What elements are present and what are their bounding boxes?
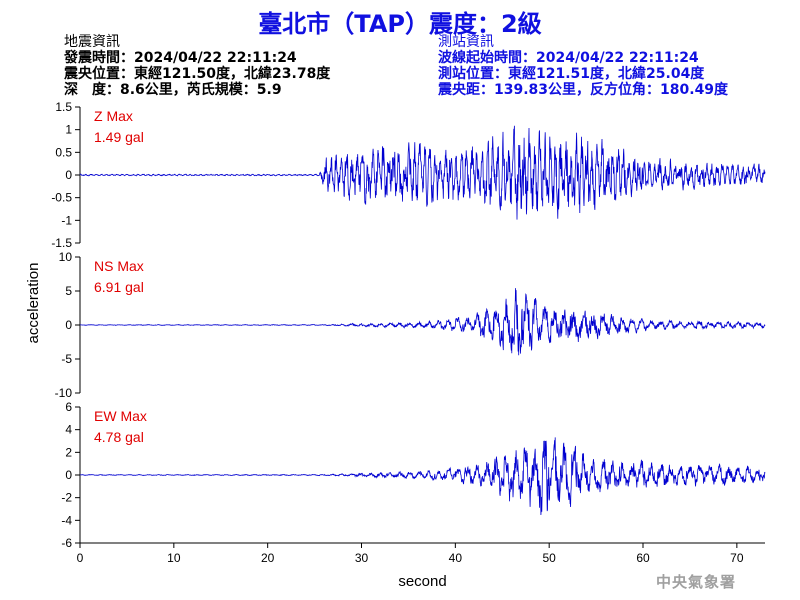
y-tick-label: 5 [65, 284, 72, 298]
y-tick-label: -5 [61, 352, 72, 366]
x-tick-label: 50 [542, 551, 556, 565]
quake-info-heading: 地震資訊 [64, 34, 120, 50]
y-tick-label: 0.5 [55, 145, 72, 159]
y-axis-label: acceleration [25, 263, 42, 344]
page-title: 臺北市（TAP）震度：2級 [258, 10, 542, 38]
trace-ns [80, 288, 766, 356]
station-info-heading: 測站資訊 [438, 34, 494, 50]
y-tick-label: 1 [65, 123, 72, 137]
y-tick-label: -2 [61, 491, 72, 505]
max-value: 6.91 gal [94, 279, 144, 295]
x-tick-label: 40 [449, 551, 463, 565]
y-tick-label: -10 [55, 386, 73, 400]
station-info: 測站資訊 波線起始時間：2024/04/22 22:11:24 測站位置：東經1… [438, 34, 728, 98]
x-tick-label: 20 [261, 551, 275, 565]
x-axis-label: second [398, 573, 446, 590]
x-tick-label: 0 [77, 551, 84, 565]
y-tick-label: 4 [65, 423, 72, 437]
y-tick-label: 10 [59, 250, 73, 264]
station-position: 測站位置：東經121.51度，北緯25.04度 [438, 66, 705, 82]
max-value: 1.49 gal [94, 129, 144, 145]
agency-footer: 中央氣象署 [656, 573, 737, 591]
y-tick-label: -1.5 [51, 236, 72, 250]
quake-depth-magnitude: 深 度：8.6公里，芮氏規模：5.9 [64, 82, 282, 98]
y-tick-label: 6 [65, 400, 72, 414]
y-tick-label: -0.5 [51, 191, 72, 205]
y-tick-label: 0 [65, 468, 72, 482]
max-value: 4.78 gal [94, 429, 144, 445]
x-tick-label: 10 [167, 551, 181, 565]
max-title: EW Max [94, 408, 147, 424]
y-tick-label: -6 [61, 536, 72, 550]
station-distance-azimuth: 震央距：139.83公里，反方位角：180.49度 [438, 82, 729, 98]
y-tick-label: 1.5 [55, 100, 72, 114]
y-tick-label: -1 [61, 213, 72, 227]
y-tick-label: 2 [65, 445, 72, 459]
trace-ew [80, 437, 766, 516]
quake-time: 發震時間：2024/04/22 22:11:24 [64, 50, 297, 66]
quake-epicenter: 震央位置：東經121.50度，北緯23.78度 [64, 66, 331, 82]
panel-ns: 10 5 0 -5 -10 NS Max 6.91 gal [55, 250, 766, 400]
y-tick-label: 0 [65, 318, 72, 332]
max-title: NS Max [94, 258, 144, 274]
y-tick-label: -4 [61, 513, 72, 527]
station-wave-start: 波線起始時間：2024/04/22 22:11:24 [438, 50, 699, 66]
x-tick-label: 70 [730, 551, 744, 565]
x-tick-label: 60 [636, 551, 650, 565]
x-tick-label: 30 [355, 551, 369, 565]
y-tick-label: 0 [65, 168, 72, 182]
trace-z [79, 125, 766, 220]
quake-info: 地震資訊 發震時間：2024/04/22 22:11:24 震央位置：東經121… [64, 34, 330, 98]
max-title: Z Max [94, 108, 133, 124]
panel-z: 1.5 1 0.5 0 -0.5 -1 -1.5 Z Max 1.49 gal [51, 100, 766, 250]
panel-ew: 6 4 2 0 -2 -4 -6 EW Max 4.78 gal [61, 400, 766, 550]
